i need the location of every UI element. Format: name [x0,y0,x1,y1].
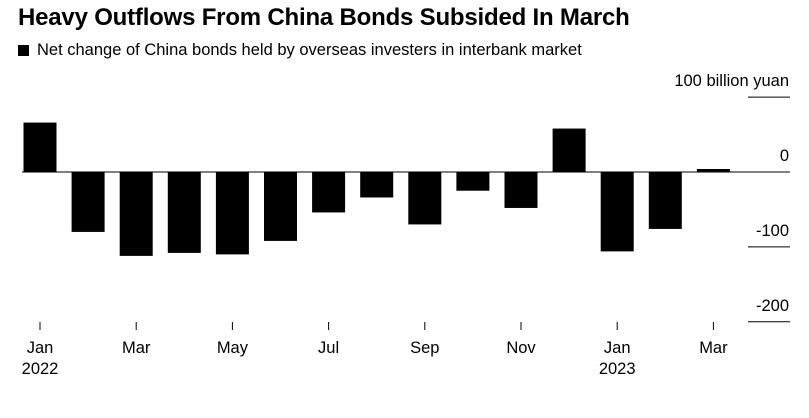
x-tick-label: May [217,339,249,357]
bar-sep-2022 [408,172,442,225]
x-tick-label: Jul [318,339,339,357]
bar-feb-2023 [648,172,682,229]
y-tick-label: 0 [780,147,789,165]
y-tick-label: 100 billion yuan [674,72,789,90]
bar-apr-2022 [167,172,201,253]
legend-label: Net change of China bonds held by overse… [37,41,582,59]
bar-oct-2022 [456,172,490,191]
bar-jan-2022 [23,122,57,172]
bar-jun-2022 [264,172,297,241]
bar-may-2022 [215,172,249,255]
x-tick-label: Mar [122,339,151,357]
legend: Net change of China bonds held by overse… [18,41,582,60]
legend-swatch [18,45,29,56]
x-tick-label: Sep [410,339,439,357]
x-tick-label: Jan [27,339,54,357]
bar-mar-2022 [119,172,153,256]
bar-feb-2022 [71,172,105,232]
axes-group: 100 billion yuan 0 -100 -200 Jan 2022 Mar May Ju… [22,72,790,378]
x-tick-year-label: 2023 [599,360,636,378]
y-tick-label: -100 [756,222,789,240]
bar-dec-2022 [552,128,586,172]
x-tick-label: Nov [506,339,536,357]
bars-group [23,122,730,256]
y-tick-label: -200 [756,297,789,315]
bar-jan-2023 [600,172,634,252]
chart-title: Heavy Outflows From China Bonds Subsided… [18,4,630,31]
bar-nov-2022 [504,172,538,208]
bar-jul-2022 [312,172,346,213]
x-tick-year-label: 2022 [22,360,59,378]
x-tick-label: Mar [699,339,728,357]
x-tick-label: Jan [604,339,631,357]
bar-aug-2022 [360,172,394,198]
bar-mar-2023 [696,169,730,172]
